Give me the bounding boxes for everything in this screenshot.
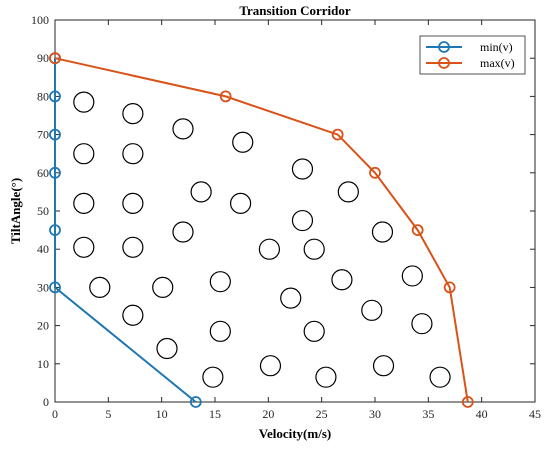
scatter-point: [303, 320, 325, 342]
x-axis-label: Velocity(m/s): [259, 426, 331, 441]
series-marker: [411, 224, 424, 237]
y-tick-label: 30: [37, 280, 49, 294]
plot-area: [54, 19, 536, 403]
x-tick-label: 10: [156, 407, 168, 421]
series-marker: [189, 396, 202, 408]
x-tick-label: 15: [209, 407, 221, 421]
scatter-point: [209, 271, 231, 293]
x-tick-label: 45: [529, 407, 541, 421]
scatter-point: [401, 265, 423, 287]
scatter-point: [372, 355, 395, 377]
scatter-point: [209, 320, 231, 342]
scatter-point: [411, 313, 433, 335]
y-axis-label: TiltAngle(°): [8, 178, 23, 244]
scatter-point: [291, 209, 314, 232]
scatter-point: [230, 192, 252, 214]
scatter-point: [122, 192, 144, 214]
scatter-point: [73, 91, 95, 113]
y-tick-label: 0: [43, 395, 49, 409]
series-marker: [331, 128, 344, 141]
scatter-point: [280, 287, 302, 309]
scatter-point: [429, 366, 451, 388]
series-line: [54, 58, 197, 403]
scatter-point: [259, 355, 282, 377]
y-tick-label: 90: [37, 51, 49, 65]
scatter-point: [73, 143, 95, 165]
scatter-point: [291, 158, 314, 180]
x-tick-label: 25: [316, 407, 328, 421]
legend-box: [419, 35, 526, 75]
scatter-point: [156, 337, 178, 360]
scatter-point: [122, 143, 144, 165]
scatter-point: [172, 221, 194, 243]
series-line: [54, 57, 469, 403]
series-lines: [49, 52, 474, 408]
y-tick-label: 10: [37, 357, 49, 371]
y-tick-label: 70: [37, 128, 49, 142]
scatter-point: [258, 238, 280, 260]
scatter-point: [190, 181, 212, 203]
x-tick-label: 20: [262, 407, 274, 421]
legend-label: min(v): [480, 40, 513, 54]
scatter-point: [73, 192, 95, 214]
scatter-point: [122, 304, 144, 326]
scatter-point: [337, 181, 359, 203]
x-tick-label: 30: [369, 407, 381, 421]
series-marker: [49, 224, 61, 237]
x-tick-label: 35: [422, 407, 434, 421]
scatter-point: [361, 299, 383, 321]
series-marker: [49, 281, 61, 294]
legend-label: max(v): [480, 56, 515, 70]
chart-title: Transition Corridor: [239, 3, 351, 18]
scatter-point: [202, 366, 224, 388]
y-tick-label: 100: [31, 13, 49, 27]
x-tick-label: 40: [476, 407, 488, 421]
y-tick-label: 40: [37, 242, 49, 256]
x-tick-label: 5: [105, 407, 111, 421]
y-tick-label: 50: [37, 204, 49, 218]
legend: min(v) max(v): [419, 35, 526, 75]
scatter-point: [303, 238, 325, 260]
scatter-point: [331, 269, 353, 291]
y-tick-label: 80: [37, 89, 49, 103]
y-tick-label: 20: [37, 319, 49, 333]
scatter-point: [172, 118, 194, 140]
series-marker: [461, 396, 474, 408]
scatter-points: [73, 91, 451, 388]
scatter-point: [73, 236, 95, 258]
series-marker: [219, 90, 232, 103]
y-tick-label: 60: [37, 166, 49, 180]
series-marker: [49, 166, 61, 179]
legend-swatch-marker: [438, 41, 450, 53]
series-marker: [369, 166, 381, 179]
axis-ticks: 0 5 10 15 20 25 30 35 40 45 0 10 20 30 40 50 60 70 80 90 100: [31, 13, 541, 421]
scatter-point: [315, 366, 337, 388]
scatter-point: [232, 131, 254, 153]
scatter-point: [371, 221, 394, 243]
scatter-point: [89, 276, 111, 298]
scatter-point: [122, 102, 144, 125]
series-marker: [443, 281, 456, 294]
series-marker: [49, 90, 61, 103]
scatter-point: [122, 236, 144, 258]
series-marker: [49, 128, 61, 141]
series-marker: [49, 52, 61, 65]
legend-swatch-marker: [438, 57, 450, 69]
scatter-point: [152, 276, 174, 298]
x-tick-label: 0: [52, 407, 58, 421]
